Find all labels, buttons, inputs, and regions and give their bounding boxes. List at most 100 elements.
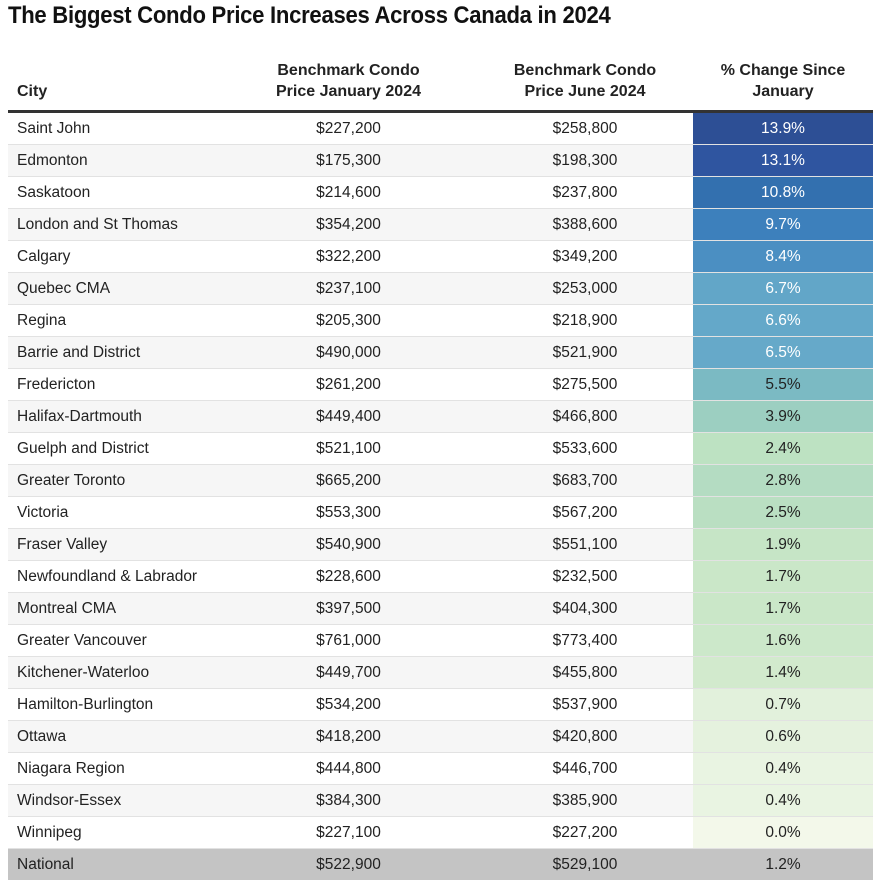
cell-price-june: $385,900 (477, 785, 693, 817)
header-city-label: City (17, 83, 47, 100)
cell-city: Windsor-Essex (8, 785, 220, 817)
cell-pct-change: 3.9% (693, 401, 873, 433)
cell-price-january: $237,100 (220, 273, 477, 305)
cell-price-june: $258,800 (477, 112, 693, 145)
cell-price-january: $175,300 (220, 145, 477, 177)
cell-pct-change: 6.7% (693, 273, 873, 305)
cell-city: Hamilton-Burlington (8, 689, 220, 721)
cell-price-january: $205,300 (220, 305, 477, 337)
cell-price-june: $446,700 (477, 753, 693, 785)
cell-price-june: $404,300 (477, 593, 693, 625)
cell-price-january: $449,400 (220, 401, 477, 433)
cell-city: Fraser Valley (8, 529, 220, 561)
cell-price-june: $237,800 (477, 177, 693, 209)
cell-price-june: $683,700 (477, 465, 693, 497)
cell-pct-change: 6.5% (693, 337, 873, 369)
header-january-line2: Price January 2024 (220, 81, 477, 102)
cell-city: Saskatoon (8, 177, 220, 209)
cell-price-january: $665,200 (220, 465, 477, 497)
cell-price-june: $773,400 (477, 625, 693, 657)
cell-price-june: $198,300 (477, 145, 693, 177)
condo-price-table: City Benchmark Condo Price January 2024 … (8, 60, 873, 880)
cell-pct-change: 0.0% (693, 817, 873, 849)
header-june-line2: Price June 2024 (477, 81, 693, 102)
header-row: City Benchmark Condo Price January 2024 … (8, 60, 873, 112)
cell-city: Barrie and District (8, 337, 220, 369)
cell-city: Newfoundland & Labrador (8, 561, 220, 593)
cell-city: Greater Vancouver (8, 625, 220, 657)
cell-pct-change: 1.2% (693, 849, 873, 880)
cell-price-june: $388,600 (477, 209, 693, 241)
cell-city: Quebec CMA (8, 273, 220, 305)
cell-price-june: $521,900 (477, 337, 693, 369)
header-june-line1: Benchmark Condo (477, 60, 693, 81)
cell-pct-change: 1.9% (693, 529, 873, 561)
cell-city: Guelph and District (8, 433, 220, 465)
cell-price-june: $218,900 (477, 305, 693, 337)
cell-pct-change: 1.7% (693, 561, 873, 593)
header-pct-change: % Change Since January (693, 60, 873, 112)
header-june: Benchmark Condo Price June 2024 (477, 60, 693, 112)
cell-pct-change: 9.7% (693, 209, 873, 241)
cell-price-june: $253,000 (477, 273, 693, 305)
cell-price-january: $322,200 (220, 241, 477, 273)
cell-city: Ottawa (8, 721, 220, 753)
cell-pct-change: 2.8% (693, 465, 873, 497)
cell-price-january: $522,900 (220, 849, 477, 880)
cell-price-january: $521,100 (220, 433, 477, 465)
cell-price-june: $275,500 (477, 369, 693, 401)
cell-pct-change: 13.1% (693, 145, 873, 177)
cell-pct-change: 1.4% (693, 657, 873, 689)
cell-price-june: $466,800 (477, 401, 693, 433)
cell-price-january: $534,200 (220, 689, 477, 721)
header-january-line1: Benchmark Condo (220, 60, 477, 81)
cell-price-june: $227,200 (477, 817, 693, 849)
cell-pct-change: 1.7% (693, 593, 873, 625)
cell-city: Winnipeg (8, 817, 220, 849)
cell-price-january: $384,300 (220, 785, 477, 817)
cell-price-january: $214,600 (220, 177, 477, 209)
cell-city: Kitchener-Waterloo (8, 657, 220, 689)
cell-price-june: $529,100 (477, 849, 693, 880)
cell-city: Saint John (8, 112, 220, 145)
cell-city: Edmonton (8, 145, 220, 177)
chart-title: The Biggest Condo Price Increases Across… (8, 2, 610, 30)
cell-price-january: $540,900 (220, 529, 477, 561)
cell-city: Montreal CMA (8, 593, 220, 625)
cell-pct-change: 0.4% (693, 753, 873, 785)
cell-price-june: $537,900 (477, 689, 693, 721)
cell-price-january: $553,300 (220, 497, 477, 529)
cell-city: National (8, 849, 220, 880)
cell-city: Halifax-Dartmouth (8, 401, 220, 433)
cell-price-january: $418,200 (220, 721, 477, 753)
cell-pct-change: 0.7% (693, 689, 873, 721)
cell-city: Niagara Region (8, 753, 220, 785)
cell-price-january: $354,200 (220, 209, 477, 241)
cell-price-january: $397,500 (220, 593, 477, 625)
cell-price-january: $228,600 (220, 561, 477, 593)
cell-price-january: $227,200 (220, 112, 477, 145)
cell-price-june: $232,500 (477, 561, 693, 593)
cell-pct-change: 0.6% (693, 721, 873, 753)
